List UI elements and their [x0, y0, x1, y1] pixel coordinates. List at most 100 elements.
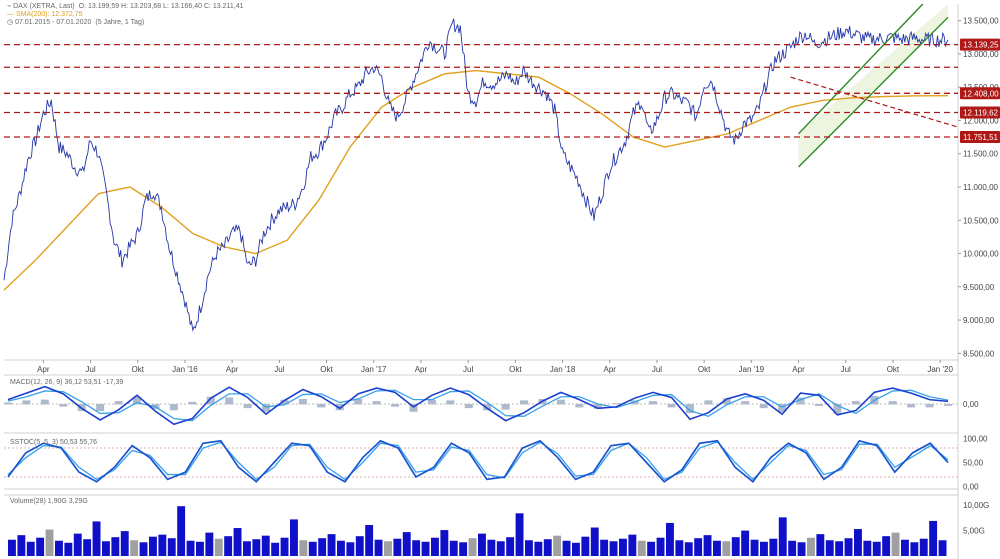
price-y-tick-label: 11.000,00	[963, 183, 999, 192]
volume-bar	[17, 535, 26, 556]
stochastic-legend: SSTOC(5, 5, 3) 50,53 55,76	[10, 439, 97, 446]
macd-histogram-bar	[409, 404, 418, 412]
volume-bar	[290, 519, 298, 556]
price-x-tick-label: Jul	[85, 365, 95, 374]
volume-bar	[722, 541, 731, 556]
price-x-tick-label: Jul	[841, 365, 851, 374]
price-x-tick-label: Jul	[463, 365, 473, 374]
macd-histogram-bar	[759, 404, 768, 409]
volume-bar	[36, 537, 45, 556]
volume-bar	[506, 537, 515, 556]
chart-title: ⌁ DAX (XETRA, Last) O: 13.199,59 H: 13.20…	[7, 3, 244, 10]
volume-bar	[590, 527, 599, 556]
stochastic-y-tick-label: 100,00	[963, 434, 988, 443]
macd-histogram-bar	[391, 404, 400, 407]
volume-bar	[449, 540, 458, 556]
price-x-tick-label: Apr	[37, 365, 50, 374]
volume-bar	[882, 536, 891, 556]
price-x-tick-label: Jan '18	[550, 365, 576, 374]
volume-bar	[130, 540, 139, 556]
volume-bar	[628, 534, 637, 556]
level-label: 13.139,25	[963, 41, 999, 50]
volume-bar	[609, 541, 618, 556]
volume-bar	[844, 538, 853, 556]
volume-bar	[120, 531, 129, 556]
volume-bar	[525, 540, 533, 556]
volume-bar	[83, 539, 92, 556]
volume-bar	[694, 538, 703, 556]
price-x-tick-label: Jan '16	[172, 365, 198, 374]
price-y-tick-label: 8.500,00	[963, 349, 995, 358]
macd-histogram-bar	[851, 401, 860, 405]
price-x-tick-label: Okt	[320, 365, 333, 374]
volume-bar	[562, 540, 571, 556]
price-x-tick-label: Jan '20	[927, 365, 953, 374]
macd-histogram-bar	[317, 404, 326, 408]
volume-bar	[797, 542, 806, 556]
macd-histogram-bar	[59, 404, 68, 407]
volume-bar	[515, 513, 524, 556]
volume-bar	[816, 534, 825, 556]
volume-y-tick-label: 10,00G	[963, 501, 989, 510]
price-y-tick-label: 10.500,00	[963, 216, 999, 225]
volume-bar	[384, 541, 392, 556]
volume-bar	[487, 539, 496, 556]
price-y-tick-label: 9.000,00	[963, 316, 995, 325]
volume-bar	[468, 538, 477, 556]
volume-bar	[750, 539, 759, 556]
volume-bar	[572, 542, 580, 556]
volume-bar	[64, 542, 73, 556]
volume-bar	[901, 539, 909, 556]
volume-bar	[318, 538, 327, 556]
macd-histogram-bar	[575, 404, 584, 408]
volume-bar	[158, 534, 167, 556]
macd-histogram-bar	[649, 401, 658, 405]
price-x-tick-label: Okt	[887, 365, 900, 374]
volume-bar	[149, 536, 157, 556]
volume-bar	[619, 538, 627, 556]
level-label-box	[960, 106, 1000, 119]
volume-bar	[431, 537, 439, 556]
stochastic-k-line	[7, 439, 949, 483]
macd-histogram-bar	[262, 404, 271, 412]
sma-legend: — SMA(200): 12.372,75	[7, 11, 83, 18]
macd-histogram-bar	[188, 401, 197, 405]
volume-bar	[741, 530, 750, 556]
macd-histogram-bar	[833, 404, 842, 414]
price-x-tick-label: Okt	[509, 365, 522, 374]
macd-histogram-bar	[96, 404, 105, 412]
price-x-tick-label: Jan '19	[739, 365, 765, 374]
volume-bar	[647, 541, 656, 556]
macd-histogram-bar	[814, 404, 823, 406]
trend-channel-fill	[798, 4, 948, 168]
volume-bar	[92, 521, 101, 556]
macd-histogram-bar	[667, 404, 676, 408]
volume-bar	[807, 537, 815, 556]
macd-histogram-bar	[520, 400, 529, 405]
volume-bar	[891, 532, 900, 556]
volume-bar	[825, 540, 834, 556]
price-y-tick-label: 12.000,00	[963, 116, 999, 125]
volume-bar	[196, 541, 204, 556]
volume-bar	[534, 541, 543, 556]
macd-histogram-bar	[40, 399, 49, 405]
volume-bar	[675, 540, 684, 556]
macd-histogram-bar	[372, 401, 381, 405]
volume-bar	[327, 534, 336, 556]
range-legend: ◷ 07.01.2015 - 07.01.2020 (5 Jahre, 1 Tag…	[7, 19, 144, 26]
volume-bar	[769, 538, 778, 556]
volume-bar	[440, 530, 449, 556]
price-y-tick-label: 10.000,00	[963, 250, 999, 259]
macd-histogram-bar	[722, 398, 731, 405]
level-label: 12.119,62	[963, 108, 999, 117]
macd-y-tick-label: 0,00	[963, 400, 979, 409]
macd-histogram-bar	[556, 399, 565, 405]
price-y-tick-label: 13.500,00	[963, 17, 999, 26]
volume-bar	[713, 540, 721, 556]
volume-bar	[421, 541, 430, 556]
volume-bar	[402, 532, 411, 556]
volume-bar	[459, 542, 468, 556]
volume-bar	[308, 541, 317, 556]
volume-bar	[111, 537, 120, 556]
macd-histogram-bar	[169, 404, 178, 411]
